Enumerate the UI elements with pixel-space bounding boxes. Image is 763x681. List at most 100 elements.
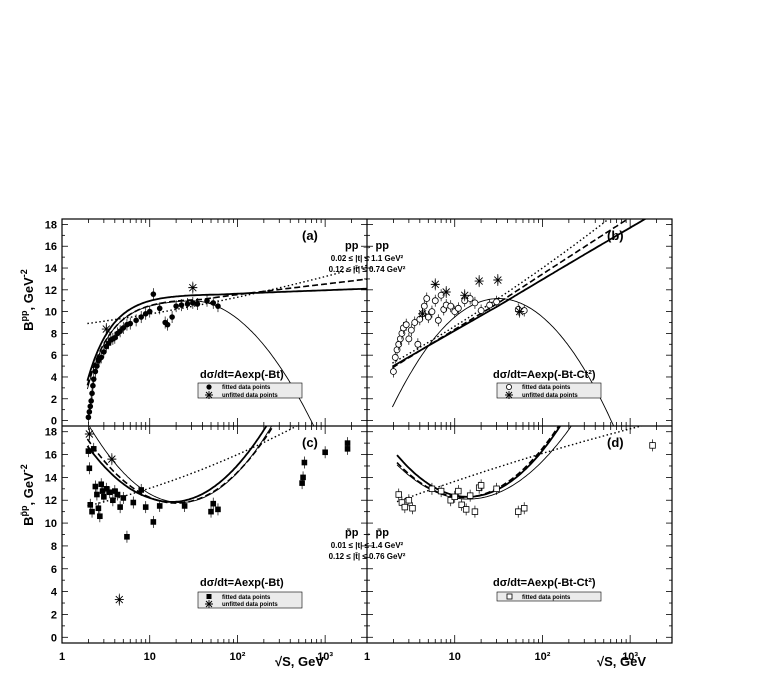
data-point-d [462, 503, 470, 516]
data-point-c [110, 494, 116, 507]
data-point-a [88, 394, 94, 407]
data-point-c [89, 505, 95, 518]
data-point-b [423, 292, 431, 305]
data-point-c [90, 442, 97, 455]
formula-a: dσ/dt=Aexp(-Bt) [200, 369, 284, 381]
data-point-d [401, 501, 409, 514]
data-point-b [424, 311, 432, 324]
fit-curve-c-dotted [87, 426, 299, 507]
data-point-b [477, 304, 485, 317]
data-point-c [156, 499, 163, 512]
data-point-d [458, 498, 465, 511]
y-axis-label-top: Bpp, GeV-2 [19, 269, 36, 331]
legend-b: fitted data points unfitted data points [496, 382, 602, 399]
fit-curve-a-solid-thin [86, 300, 315, 426]
data-point-c [117, 501, 123, 514]
formula-b: dσ/dt=Aexp(-Bt-Ct²) [493, 369, 596, 381]
y-tick-label: 4 [51, 587, 58, 599]
data-point-a [188, 281, 198, 294]
y-tick-label: 2 [51, 394, 57, 406]
data-point-c [181, 499, 188, 512]
y-tick-label: 8 [51, 541, 57, 553]
data-point-b [428, 305, 436, 318]
data-point-d [395, 488, 402, 501]
y-tick-label: 6 [51, 564, 57, 576]
data-point-c [95, 502, 102, 515]
data-point-c [130, 496, 137, 509]
data-point-d [428, 482, 436, 495]
fit-curve-b-dashed [392, 219, 630, 369]
data-point-b [474, 275, 484, 288]
data-point-a [133, 314, 139, 327]
data-point-b [447, 300, 455, 313]
data-point-c [142, 501, 149, 514]
data-point-b [402, 318, 410, 331]
legend-a-unfitted: unfitted data points [222, 393, 278, 399]
data-point-a [204, 294, 210, 307]
data-point-b [418, 307, 428, 320]
x-tick-label: 10 [449, 651, 461, 663]
data-point-c [94, 488, 100, 501]
data-point-c [120, 491, 127, 504]
y-tick-label: 4 [51, 372, 58, 384]
data-point-b [405, 332, 413, 345]
data-point-d [405, 494, 413, 507]
legend-d-fitted: fitted data points [522, 595, 571, 601]
data-point-b [454, 302, 462, 315]
fit-curve-d-dotted [396, 426, 645, 503]
legend-c-unfitted: unfitted data points [222, 602, 278, 608]
data-point-d [521, 502, 528, 515]
legend-d: fitted data points [496, 591, 602, 602]
formula-c: dσ/dt=Aexp(-Bt) [200, 577, 284, 589]
data-point-d [437, 485, 445, 498]
data-point-a [169, 311, 175, 324]
x-tick-label: 10² [534, 651, 550, 663]
data-point-b [471, 296, 479, 309]
legend-b-unfitted: unfitted data points [522, 393, 578, 399]
data-point-a [98, 351, 105, 364]
x-tick-label: 10³ [622, 651, 638, 663]
data-point-a [210, 296, 217, 309]
data-point-a [127, 317, 134, 330]
data-point-c [215, 503, 221, 516]
data-point-a [150, 288, 157, 301]
data-point-c [87, 498, 94, 511]
data-point-a [138, 311, 145, 324]
data-point-b [391, 351, 399, 364]
y-tick-label: 0 [51, 632, 57, 644]
y-tick-label: 16 [45, 241, 57, 253]
data-point-a [120, 321, 127, 334]
data-point-d [649, 439, 656, 452]
fit-curve-d-dashed [396, 426, 560, 499]
data-point-a [89, 387, 95, 400]
data-point-b [493, 295, 500, 308]
data-point-b [466, 292, 474, 305]
data-point-c [98, 478, 105, 491]
data-point-b [437, 289, 445, 302]
data-point-c [344, 437, 351, 450]
cut-label-bottom-2: 0.12 ≤ |t̄| ≤ 0.76 GeV² [329, 552, 406, 561]
y-tick-label: 16 [45, 450, 57, 462]
data-point-a [184, 297, 191, 310]
y-tick-label: 6 [51, 350, 57, 362]
y-tick-label: 12 [45, 285, 57, 297]
fit-curves [86, 219, 647, 507]
y-tick-label: 18 [45, 219, 57, 231]
data-point-d [409, 502, 416, 515]
data-point-b [460, 289, 470, 302]
data-point-b [434, 314, 442, 327]
data-point-a [194, 297, 201, 310]
data-point-c [97, 510, 103, 523]
data-point-b [420, 300, 428, 313]
data-point-c [92, 480, 99, 493]
data-point-d [477, 479, 485, 492]
data-point-d [466, 489, 474, 502]
data-point-c [84, 427, 94, 440]
fit-curve-a-solid-thick [86, 287, 367, 382]
data-point-c [210, 497, 217, 510]
formula-d: dσ/dt=Aexp(-Bt-Ct²) [493, 577, 596, 589]
panel-tag-d: (d) [607, 435, 624, 450]
data-point-a [173, 300, 179, 313]
data-point-c [101, 490, 107, 503]
data-point-c [85, 445, 92, 458]
